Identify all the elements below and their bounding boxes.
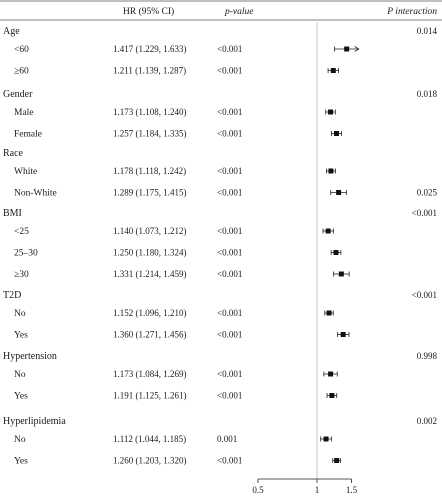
row-pvalue: <0.001 bbox=[217, 44, 242, 54]
group-p-interaction: <0.001 bbox=[412, 290, 437, 300]
row-pvalue: <0.001 bbox=[217, 166, 242, 176]
group-p-interaction: 0.002 bbox=[417, 416, 437, 426]
row-hr-ci: 1.289 (1.175, 1.415) bbox=[113, 188, 187, 198]
row-label: No bbox=[14, 435, 26, 445]
group-p-interaction: <0.001 bbox=[412, 208, 437, 218]
point-estimate bbox=[338, 271, 344, 277]
row-pvalue: <0.001 bbox=[217, 308, 242, 318]
x-tick-label: 1 bbox=[315, 485, 320, 495]
point-estimate bbox=[336, 190, 342, 195]
row-hr-ci: 1.173 (1.084, 1.269) bbox=[113, 369, 187, 379]
point-estimate bbox=[333, 250, 339, 255]
row-pvalue: <0.001 bbox=[217, 107, 242, 117]
row-label: <25 bbox=[14, 227, 29, 237]
row-label: 25–30 bbox=[14, 249, 38, 259]
group-label: Age bbox=[3, 26, 20, 37]
row-hr-ci: 1.140 (1.073, 1.212) bbox=[113, 226, 187, 236]
x-tick-label: 0.5 bbox=[252, 485, 264, 495]
row-hr-ci: 1.211 (1.139, 1.287) bbox=[113, 66, 186, 76]
row-pvalue: 0.001 bbox=[217, 434, 237, 444]
row-label: Yes bbox=[14, 392, 28, 402]
row-hr-ci: 1.250 (1.180, 1.324) bbox=[113, 248, 187, 258]
row-pvalue: <0.001 bbox=[217, 330, 242, 340]
header-pinteraction: P interaction bbox=[386, 7, 437, 17]
row-label: Non-White bbox=[14, 189, 57, 199]
group-label: Hyperlipidemia bbox=[3, 416, 66, 427]
header-hr: HR (95% CI) bbox=[123, 6, 174, 17]
row-hr-ci: 1.112 (1.044, 1.185) bbox=[113, 434, 186, 444]
row-hr-ci: 1.191 (1.125, 1.261) bbox=[113, 391, 187, 401]
row-hr-ci: 1.417 (1.229, 1.633) bbox=[113, 44, 187, 54]
point-estimate bbox=[326, 310, 332, 316]
row-label: Yes bbox=[14, 331, 28, 341]
group-p-interaction: 0.014 bbox=[417, 26, 438, 36]
row-pvalue: <0.001 bbox=[217, 269, 242, 279]
ci-arrow-high bbox=[354, 46, 360, 52]
point-estimate bbox=[333, 131, 339, 136]
group-label: Gender bbox=[3, 89, 33, 100]
row-label: Female bbox=[14, 130, 42, 140]
group-label: T2D bbox=[3, 290, 21, 301]
row-hr-ci: 1.260 (1.203, 1.320) bbox=[113, 456, 187, 466]
row-hr-ci: 1.178 (1.118, 1.242) bbox=[113, 166, 186, 176]
point-estimate bbox=[328, 168, 334, 174]
row-label: ≥30 bbox=[14, 270, 29, 280]
point-estimate bbox=[329, 393, 335, 398]
point-estimate bbox=[340, 332, 346, 337]
row-pvalue: <0.001 bbox=[217, 129, 242, 139]
row-label: No bbox=[14, 309, 26, 319]
point-estimate bbox=[325, 228, 331, 234]
row-pvalue: <0.001 bbox=[217, 66, 242, 76]
point-estimate bbox=[344, 46, 350, 52]
point-estimate bbox=[328, 371, 334, 377]
row-pvalue: <0.001 bbox=[217, 188, 242, 198]
row-pvalue: <0.001 bbox=[217, 456, 242, 466]
row-label: No bbox=[14, 370, 26, 380]
row-hr-ci: 1.360 (1.271, 1.456) bbox=[113, 330, 187, 340]
group-p-interaction: 0.998 bbox=[417, 351, 438, 361]
group-p-interaction: 0.025 bbox=[417, 188, 438, 198]
row-pvalue: <0.001 bbox=[217, 226, 242, 236]
row-pvalue: <0.001 bbox=[217, 391, 242, 401]
group-p-interaction: 0.018 bbox=[417, 89, 438, 99]
row-label: Male bbox=[14, 108, 34, 118]
row-label: Yes bbox=[14, 457, 28, 467]
x-tick-label: 1.5 bbox=[346, 485, 358, 495]
row-hr-ci: 1.152 (1.096, 1.210) bbox=[113, 308, 187, 318]
row-hr-ci: 1.331 (1.214, 1.459) bbox=[113, 269, 187, 279]
point-estimate bbox=[334, 458, 340, 463]
row-label: <60 bbox=[14, 45, 29, 55]
group-label: Race bbox=[3, 148, 24, 159]
row-label: ≥60 bbox=[14, 67, 29, 77]
row-hr-ci: 1.257 (1.184, 1.335) bbox=[113, 129, 187, 139]
group-label: BMI bbox=[3, 208, 22, 219]
point-estimate bbox=[328, 109, 334, 115]
point-estimate bbox=[323, 436, 329, 442]
row-hr-ci: 1.173 (1.108, 1.240) bbox=[113, 107, 187, 117]
row-label: White bbox=[14, 167, 37, 177]
group-label: Hypertension bbox=[3, 351, 57, 362]
row-pvalue: <0.001 bbox=[217, 248, 242, 258]
header-pvalue: p-value bbox=[224, 7, 254, 17]
point-estimate bbox=[330, 68, 336, 73]
row-pvalue: <0.001 bbox=[217, 369, 242, 379]
